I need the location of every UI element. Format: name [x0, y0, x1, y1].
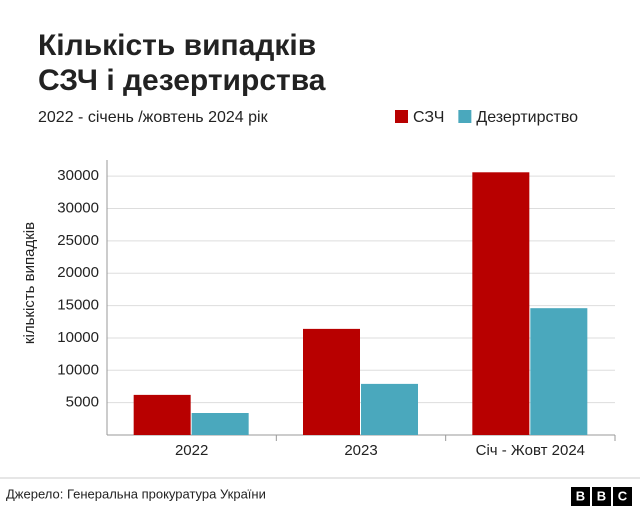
y-tick-label: 30000 — [57, 167, 99, 184]
logo-letter: B — [576, 488, 585, 503]
bar — [530, 308, 588, 435]
y-axis-label: кількість випадків — [21, 222, 38, 344]
legend-label: СЗЧ — [413, 109, 444, 126]
legend-swatch — [395, 110, 408, 123]
chart-title: СЗЧ і дезертирства — [38, 64, 326, 97]
y-tick-label: 25000 — [57, 232, 99, 249]
logo-block — [571, 487, 590, 506]
bar — [191, 413, 249, 435]
logo-letter: C — [618, 488, 628, 503]
source: Джерело: Генеральна прокуратура України — [6, 486, 266, 501]
x-tick-label: Січ - Жовт 2024 — [476, 442, 585, 459]
logo-block — [613, 487, 632, 506]
legend-swatch — [458, 110, 472, 123]
x-tick-label: 2023 — [344, 442, 377, 459]
x-tick-label: 2022 — [175, 442, 208, 459]
chart-title: Кількість випадків — [38, 29, 316, 62]
y-tick-label: 10000 — [57, 361, 99, 378]
subtitle: 2022 - січень /жовтень 2024 рік — [38, 109, 269, 126]
bar — [133, 394, 191, 435]
bar — [303, 328, 360, 435]
bar — [361, 383, 418, 435]
y-tick-label: 5000 — [66, 394, 99, 411]
bar — [472, 172, 530, 435]
logo-letter: B — [597, 488, 606, 503]
y-tick-label: 15000 — [57, 297, 99, 314]
logo-block — [592, 487, 611, 506]
y-tick-label: 20000 — [57, 264, 99, 281]
legend-label: Дезертирство — [476, 109, 578, 126]
y-tick-label: 30000 — [57, 199, 99, 216]
y-tick-label: 10000 — [57, 329, 99, 346]
